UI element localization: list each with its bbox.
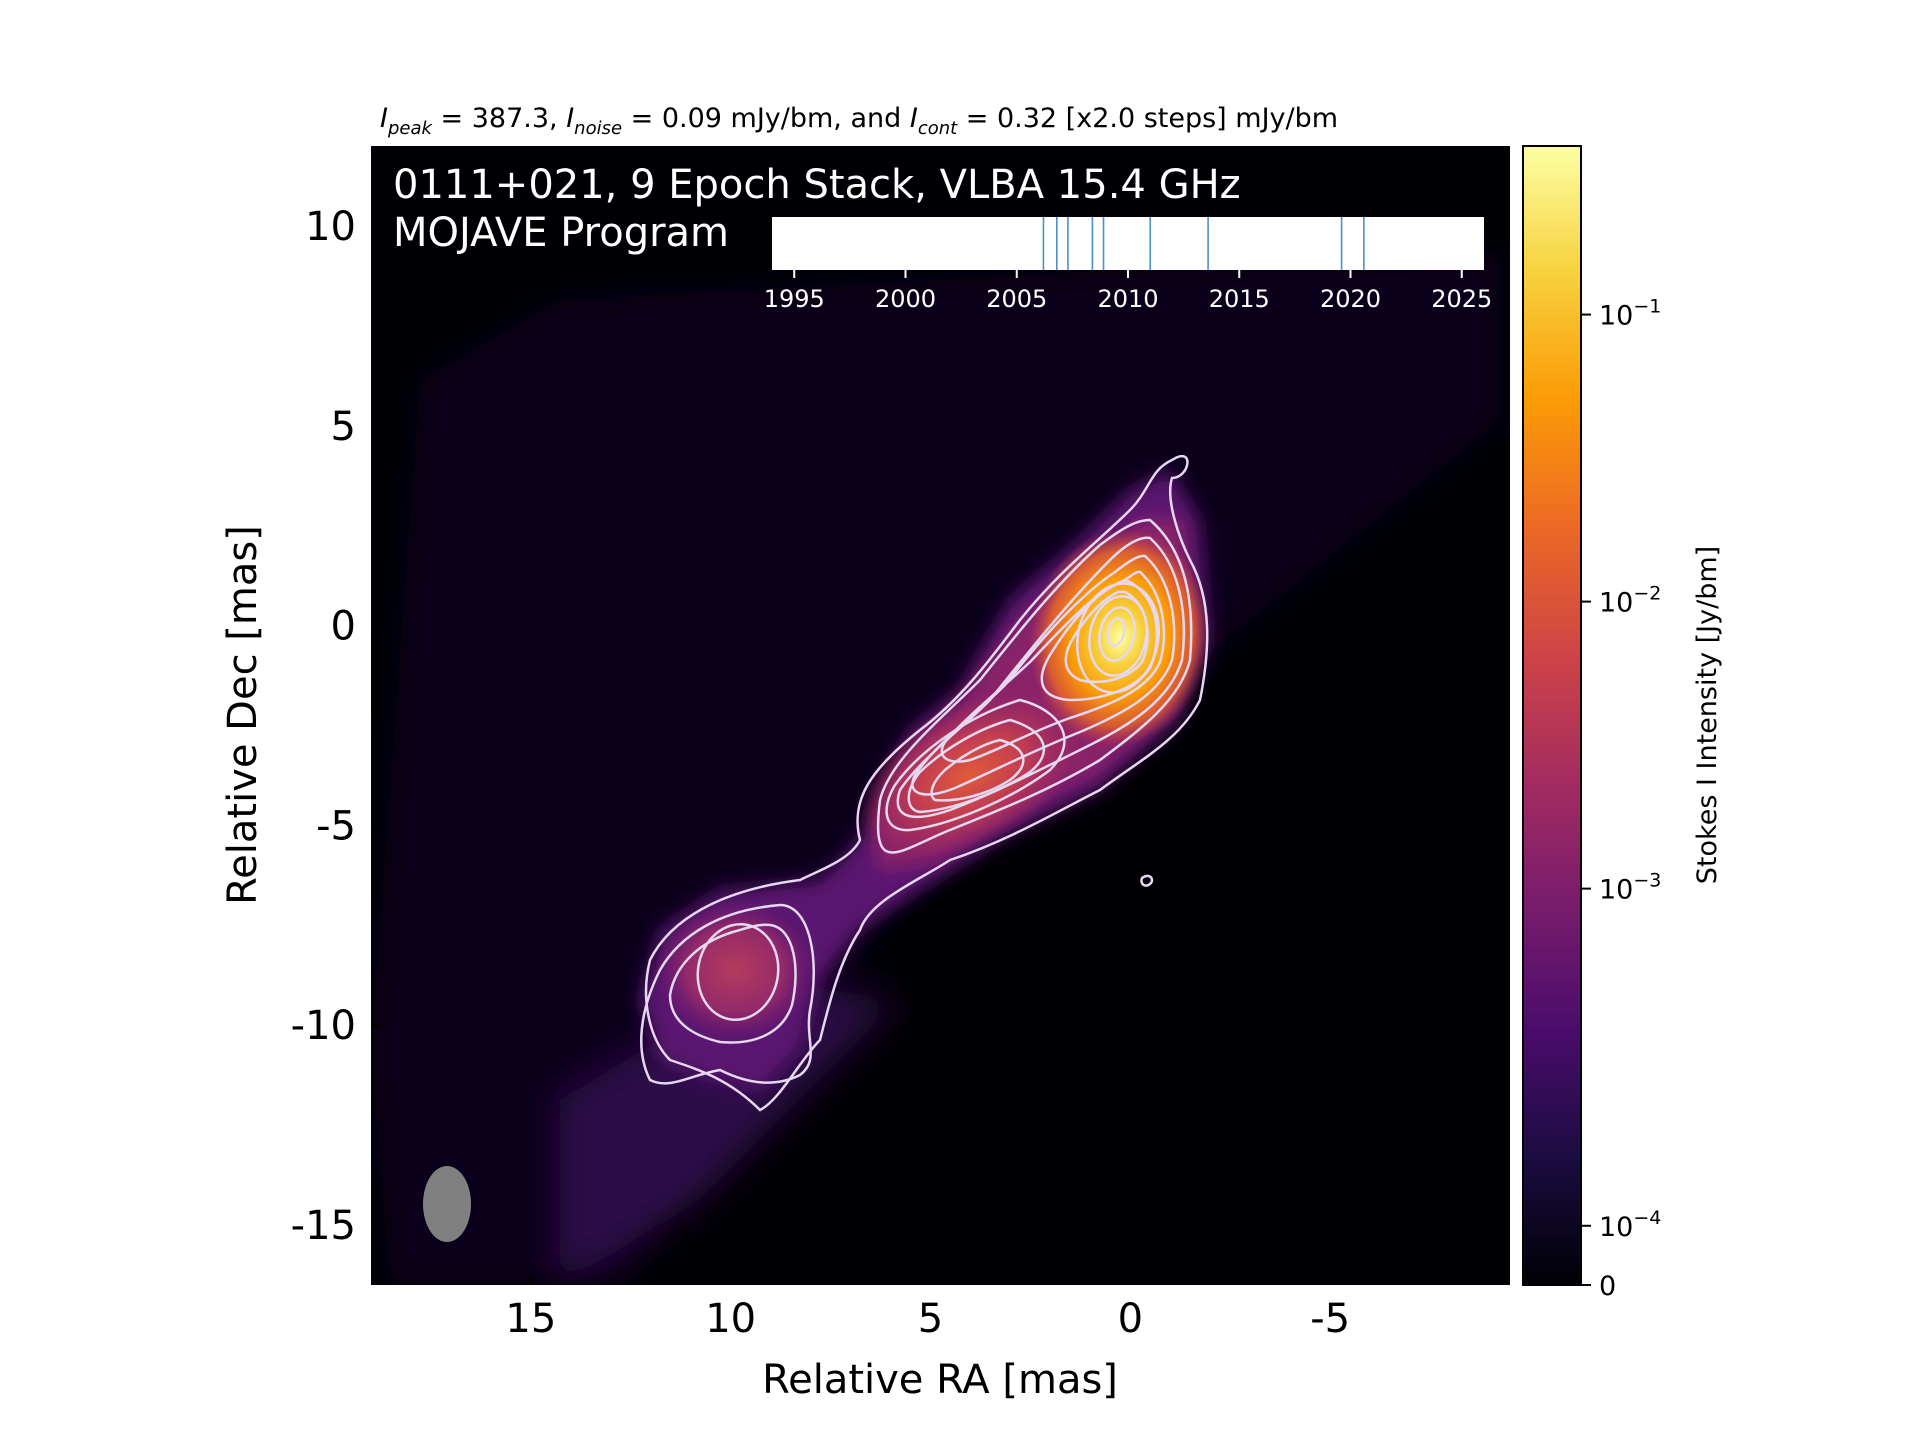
colorbar-tick-base: 10 <box>1599 875 1633 906</box>
timeline-tick-label: 1995 <box>764 285 825 313</box>
x-axis-ticks: 15 10 5 0 -5 <box>505 1275 1350 1342</box>
colorbar-tick-base: 10 <box>1599 588 1633 619</box>
contour-far-outer <box>640 903 815 1085</box>
colorbar: 10−110−210−310−40 Stokes I Intensity [Jy… <box>1522 145 1723 1302</box>
x-axis-label: Relative RA [mas] <box>762 1357 1118 1403</box>
contour-11 <box>1106 616 1126 648</box>
y-tick-label: -10 <box>291 1003 356 1049</box>
noise-value: = 0.09 mJy/bm, and <box>622 103 910 134</box>
timeline-ticks: 1995 2000 2005 2010 2015 2020 2025 <box>764 270 1492 313</box>
contour-2 <box>876 518 1193 854</box>
colorbar-tick-label: 10−2 <box>1599 583 1661 619</box>
contour-3 <box>896 536 1186 819</box>
colorbar-tick-exponent: −2 <box>1633 583 1661 605</box>
contour-island <box>1140 874 1154 887</box>
map-title-line1: 0111+021, 9 Epoch Stack, VLBA 15.4 GHz <box>393 162 1241 208</box>
colorbar-label: Stokes I Intensity [Jy/bm] <box>1692 546 1723 884</box>
cont-subscript: cont <box>918 118 958 139</box>
y-tick-label: 5 <box>331 404 356 450</box>
colorbar-ticks: 10−110−210−310−40 <box>1581 296 1661 1302</box>
timeline-tick-label: 2000 <box>875 285 936 313</box>
header-stats: Ipeak = 387.3, Inoise = 0.09 mJy/bm, and… <box>380 103 1338 139</box>
timeline-box <box>772 217 1484 270</box>
colorbar-tick-base: 10 <box>1599 301 1633 332</box>
knot-far-glow <box>655 900 815 1040</box>
x-tick-label: 0 <box>1118 1296 1143 1342</box>
timeline-tick-label: 2010 <box>1097 285 1158 313</box>
contour-knot-c <box>930 738 1025 802</box>
peak-symbol: I <box>380 103 388 134</box>
noise-symbol: I <box>566 103 574 134</box>
cont-symbol: I <box>910 103 918 134</box>
colorbar-gradient <box>1522 145 1582 1286</box>
epoch-timeline: 1995 2000 2005 2010 2015 2020 2025 <box>764 217 1492 313</box>
map-title-line2: MOJAVE Program <box>393 210 729 256</box>
x-tick-label: 10 <box>705 1296 756 1342</box>
contour-4 <box>911 554 1176 796</box>
x-tick-label: 15 <box>505 1296 556 1342</box>
timeline-tick-label: 2020 <box>1320 285 1381 313</box>
contour-8 <box>1075 582 1161 694</box>
beam-ellipse <box>423 1166 471 1242</box>
contour-levels <box>640 454 1209 1112</box>
timeline-tick-label: 2025 <box>1431 285 1492 313</box>
contour-outer <box>644 454 1209 1112</box>
intensity-map: 0111+021, 9 Epoch Stack, VLBA 15.4 GHz M… <box>371 162 1500 1285</box>
peak-value: = 387.3, <box>432 103 566 134</box>
timeline-tick-label: 2005 <box>986 285 1047 313</box>
noise-subscript: noise <box>574 118 622 139</box>
y-tick-label: -5 <box>316 803 356 849</box>
contour-9 <box>1088 595 1148 677</box>
y-tick-label: 10 <box>305 204 356 250</box>
colorbar-tick-exponent: −4 <box>1633 1207 1661 1229</box>
colorbar-tick-label: 10−1 <box>1599 296 1661 332</box>
y-tick-label: 0 <box>331 604 356 650</box>
y-axis-ticks: 10 5 0 -5 -10 -15 <box>291 204 381 1249</box>
timeline-tick-label: 2015 <box>1209 285 1270 313</box>
colorbar-tick-exponent: −3 <box>1633 870 1661 892</box>
y-axis-label: Relative Dec [mas] <box>220 525 266 905</box>
contour-10 <box>1098 606 1136 662</box>
colorbar-tick-base: 0 <box>1599 1271 1616 1302</box>
contour-knot-b <box>907 718 1046 814</box>
cont-value: = 0.32 [x2.0 steps] mJy/bm <box>957 103 1338 134</box>
y-tick-label: -15 <box>291 1203 356 1249</box>
colorbar-tick-base: 10 <box>1599 1212 1633 1243</box>
x-tick-label: -5 <box>1310 1296 1350 1342</box>
colorbar-tick-label: 0 <box>1599 1271 1616 1302</box>
contour-far-core <box>696 922 780 1022</box>
colorbar-tick-label: 10−4 <box>1599 1207 1661 1243</box>
contour-knot-a <box>885 698 1066 832</box>
timeline-epoch-lines <box>1042 217 1365 270</box>
x-tick-label: 5 <box>918 1296 943 1342</box>
contour-far-inner <box>668 923 797 1044</box>
colorbar-tick-exponent: −1 <box>1633 296 1661 318</box>
peak-subscript: peak <box>387 118 434 139</box>
colorbar-tick-label: 10−3 <box>1599 870 1661 906</box>
